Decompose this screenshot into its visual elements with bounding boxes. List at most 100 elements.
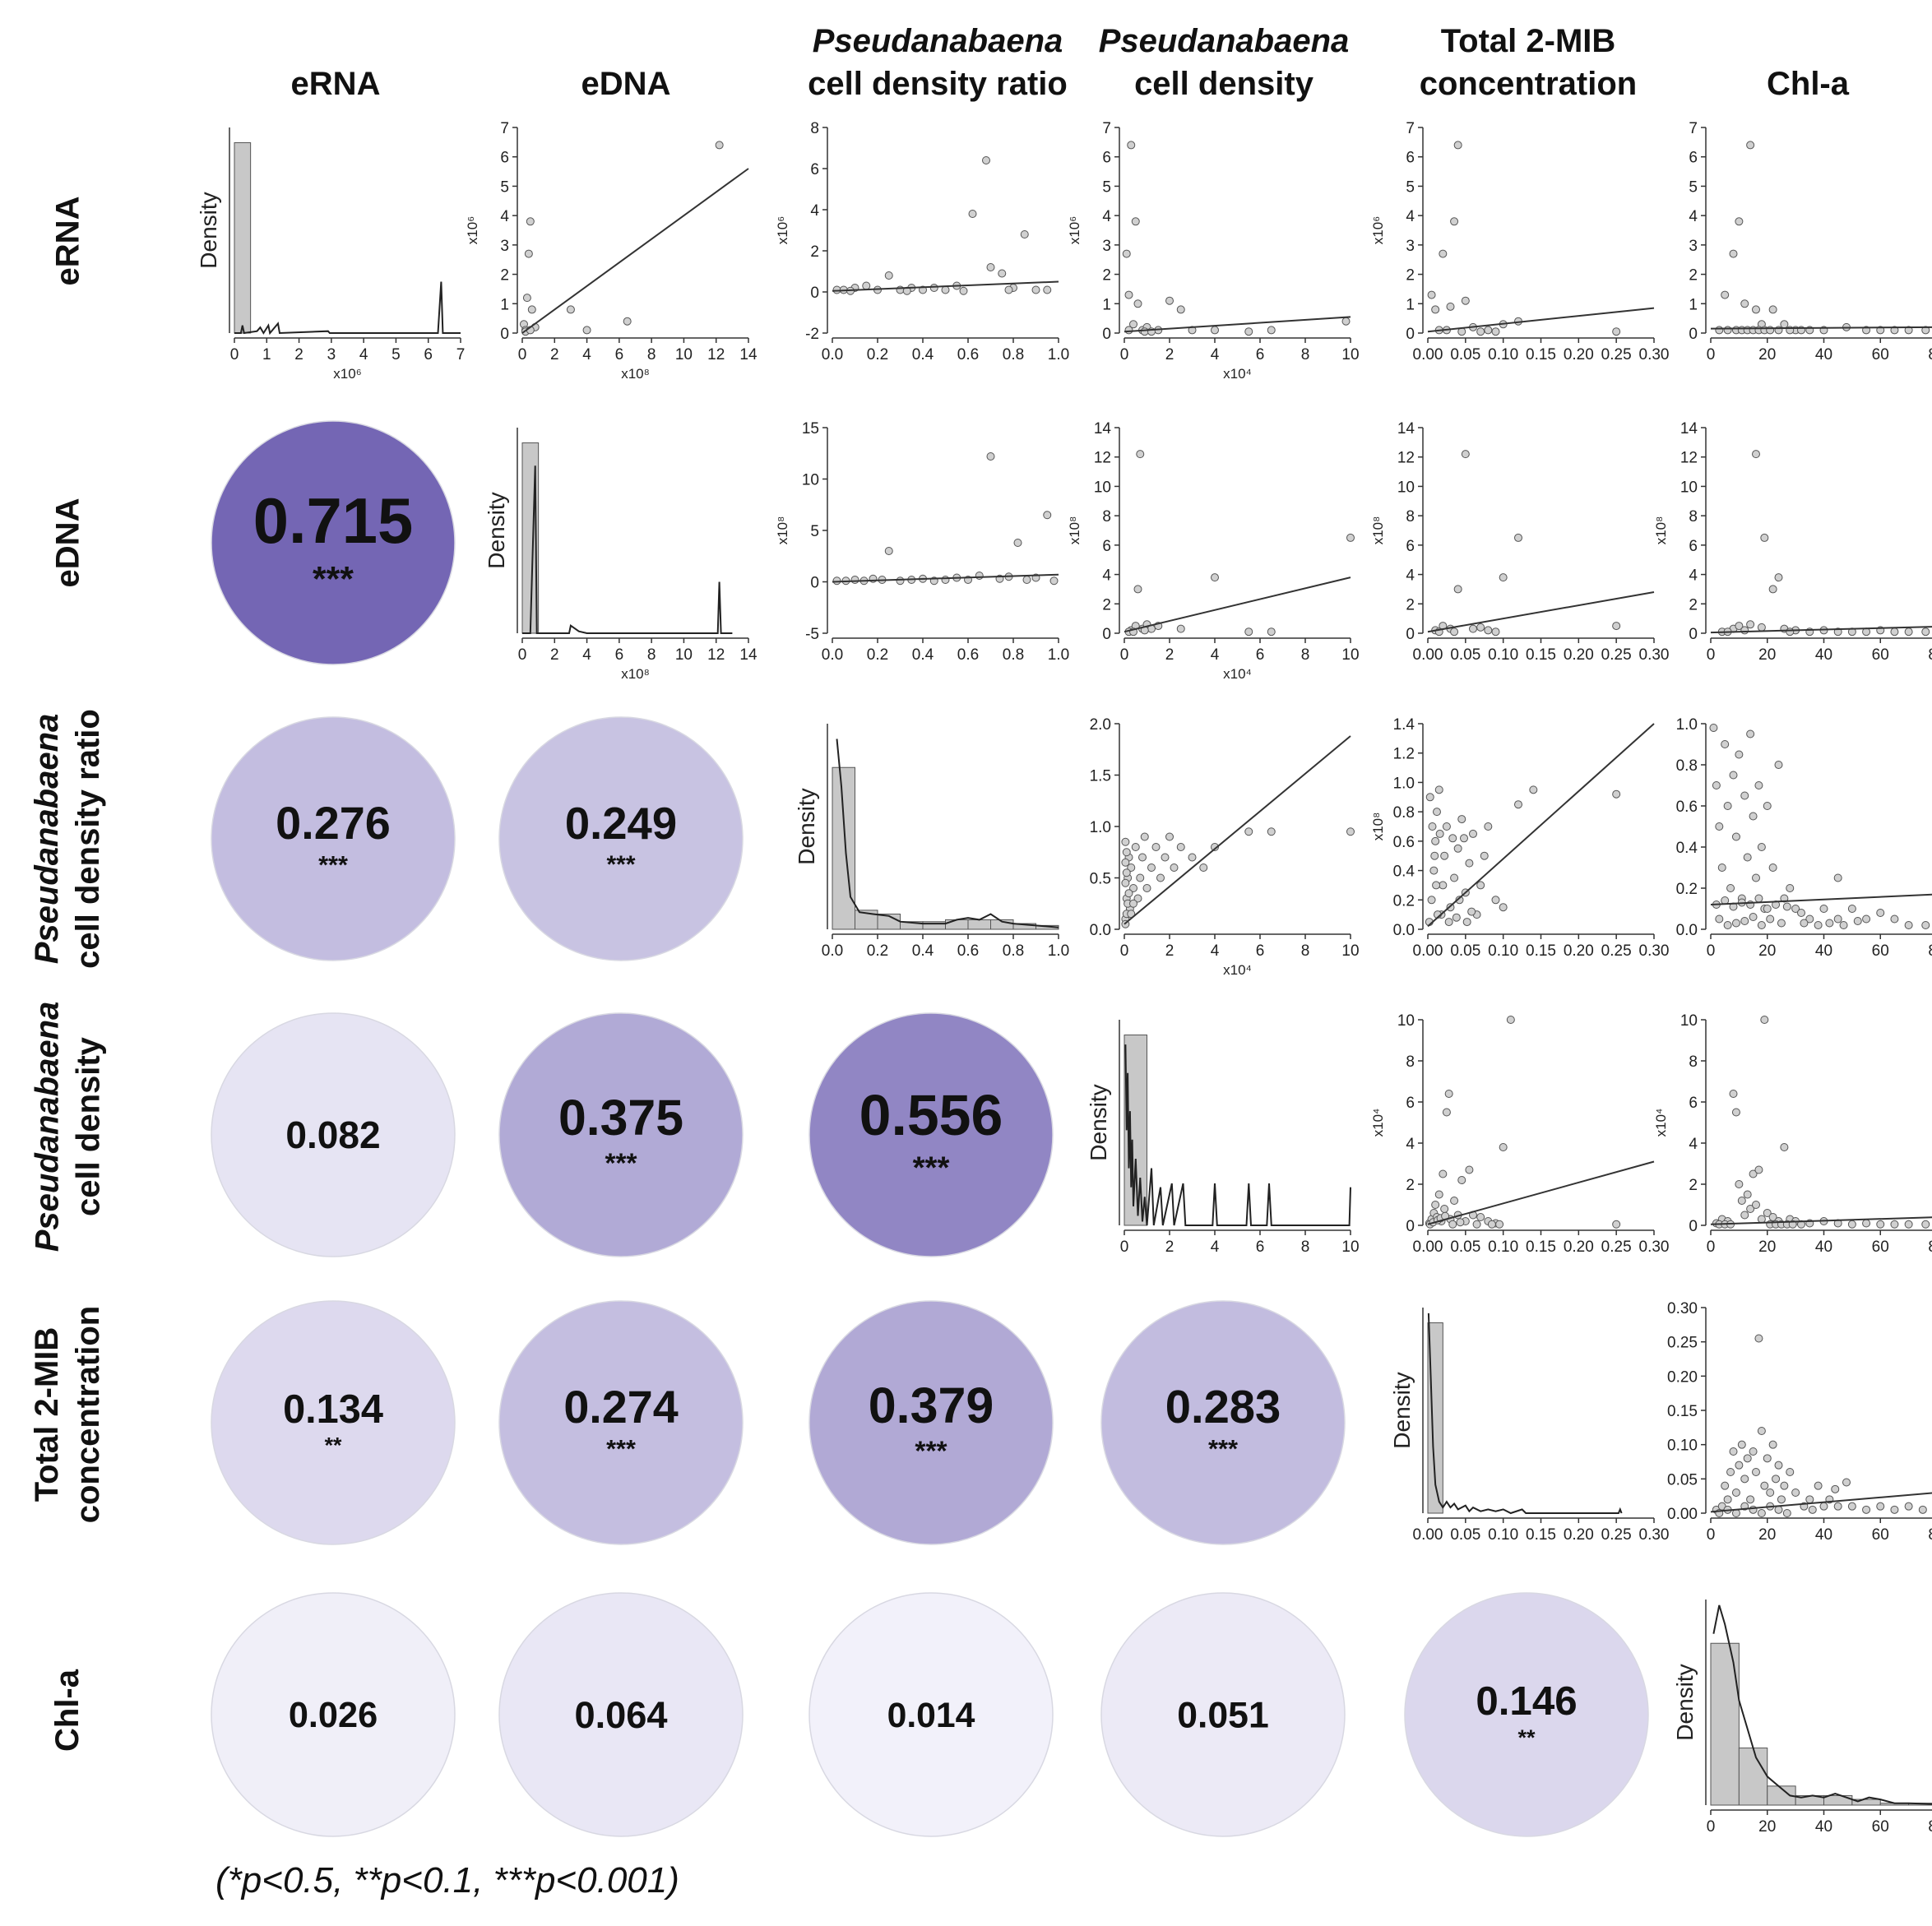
- scatter-point: [1022, 576, 1031, 584]
- scatter-point: [1434, 785, 1443, 794]
- scatter-point: [1749, 1505, 1758, 1514]
- x-tick-label: 20: [1758, 346, 1776, 363]
- scatter-point: [1439, 1169, 1448, 1178]
- y-tick-label: 15: [802, 420, 819, 438]
- scatter-point: [929, 284, 938, 292]
- x-tick-label: 0.15: [1526, 942, 1556, 960]
- row-header-2mib: Total 2-MIB concentration: [10, 1291, 125, 1538]
- y-tick-label: 0.8: [1393, 804, 1415, 822]
- scatter-point: [1862, 1219, 1871, 1228]
- y-axis-unit-label: x10⁸: [1067, 516, 1082, 545]
- y-tick-label: 6: [1689, 1095, 1698, 1112]
- x-tick-label: 0.6: [957, 346, 979, 363]
- y-tick-label: 5: [500, 178, 509, 196]
- x-tick-label: 60: [1872, 646, 1889, 664]
- regression-line: [1427, 723, 1655, 928]
- scatter-point: [1467, 907, 1476, 916]
- x-axis-unit-label: x10⁶: [333, 366, 361, 382]
- scatter-point: [1429, 866, 1439, 875]
- x-axis-unit-label: x10⁴: [1223, 962, 1252, 978]
- correlation-circle: [1404, 1592, 1649, 1837]
- y-tick-label: 1.2: [1393, 746, 1415, 763]
- scatter-point: [1499, 1143, 1508, 1151]
- x-tick-label: 6: [615, 646, 624, 664]
- scatter-point: [850, 576, 859, 584]
- significance-stars: ***: [606, 1435, 636, 1463]
- scatter-point: [1774, 1505, 1783, 1514]
- correlation-circle: [211, 716, 456, 961]
- x-tick-label: 8: [1301, 1238, 1310, 1256]
- x-tick-label: 14: [739, 646, 758, 664]
- x-tick-label: 2: [1165, 1238, 1174, 1256]
- scatter-point: [1760, 1481, 1769, 1490]
- scatter-point: [1819, 1502, 1828, 1511]
- correlation-value: 0.014: [887, 1696, 975, 1735]
- scatter-point: [1735, 750, 1744, 759]
- x-axis-unit-label: x10⁴: [1223, 666, 1252, 682]
- correlation-circle: [211, 1592, 456, 1837]
- scatter-point: [1469, 624, 1477, 633]
- y-tick-label: 0.4: [1676, 840, 1698, 857]
- y-tick-label: 0.2: [1393, 892, 1415, 910]
- x-tick-label: 0.20: [1564, 1526, 1594, 1544]
- y-tick-label: 4: [1406, 567, 1415, 585]
- scatter-point: [1752, 1468, 1760, 1476]
- y-tick-label: 5: [1102, 178, 1111, 196]
- scatter-point: [1453, 585, 1462, 594]
- correlation-value: 0.249: [565, 799, 677, 849]
- x-tick-label: 20: [1758, 646, 1776, 664]
- scatter-point: [1122, 868, 1131, 877]
- x-tick-label: 40: [1815, 1238, 1832, 1256]
- scatter-point: [1244, 327, 1253, 336]
- scatter-point: [1715, 326, 1724, 335]
- x-tick-label: 0: [1120, 942, 1129, 960]
- row-header-line2: concentration: [70, 1305, 107, 1524]
- scatter-point: [982, 156, 990, 164]
- x-tick-label: 0.00: [1413, 1526, 1443, 1544]
- correlation-value: 0.082: [285, 1113, 380, 1156]
- y-tick-label: 0: [810, 285, 819, 302]
- y-tick-label: 6: [1406, 1095, 1415, 1112]
- x-tick-label: 0.05: [1450, 1238, 1480, 1256]
- scatter-point: [1766, 1488, 1775, 1497]
- scatter-point: [1768, 585, 1777, 594]
- y-tick-label: 0.30: [1667, 1300, 1698, 1317]
- scatter-point: [1124, 889, 1133, 898]
- correlation-value: 0.556: [859, 1083, 1003, 1147]
- y-tick-label: 6: [500, 150, 509, 167]
- scatter-point: [1763, 905, 1772, 913]
- y-tick-label: 0.20: [1667, 1368, 1698, 1386]
- scatter-point: [1462, 918, 1471, 927]
- y-tick-label: -5: [805, 626, 819, 643]
- scatter-point: [1746, 620, 1755, 629]
- scatter-point: [1890, 914, 1899, 924]
- x-tick-label: 4: [1211, 1238, 1220, 1256]
- x-tick-label: 6: [424, 346, 433, 363]
- y-tick-label: 5: [1689, 178, 1698, 196]
- scatter-point: [1432, 881, 1441, 890]
- y-axis-unit-label: x10⁸: [1370, 516, 1386, 545]
- y-tick-label: 0.8: [1676, 757, 1698, 775]
- scatter-point: [1480, 851, 1489, 860]
- scatter-point: [1833, 914, 1842, 924]
- scatter-point: [1800, 919, 1809, 928]
- scatter-point: [1740, 626, 1749, 635]
- y-tick-label: 10: [1094, 479, 1111, 496]
- scatter-point: [1439, 881, 1448, 890]
- regression-line: [1124, 316, 1351, 333]
- scatter-point: [1444, 1090, 1453, 1098]
- scatter-point: [1774, 573, 1783, 582]
- scatter-point: [1450, 217, 1459, 226]
- scatter-panel: 0 20 40 60 80 0.0 0.2 0.4 0.6 0.8 1.0: [1676, 716, 1932, 960]
- x-tick-label: 7: [456, 346, 466, 363]
- x-tick-label: 5: [391, 346, 401, 363]
- scatter-point: [1735, 1180, 1744, 1188]
- col-header-cell-density: Pseudanabaena cell density: [1088, 15, 1360, 105]
- scatter-point: [1499, 573, 1508, 582]
- y-tick-label: 2: [1102, 267, 1111, 285]
- col-header-line2: cell density ratio: [808, 66, 1068, 102]
- scatter-point: [1780, 1481, 1789, 1490]
- scatter-point: [1124, 290, 1133, 299]
- scatter-point: [1142, 884, 1151, 892]
- x-tick-label: 20: [1758, 1818, 1776, 1836]
